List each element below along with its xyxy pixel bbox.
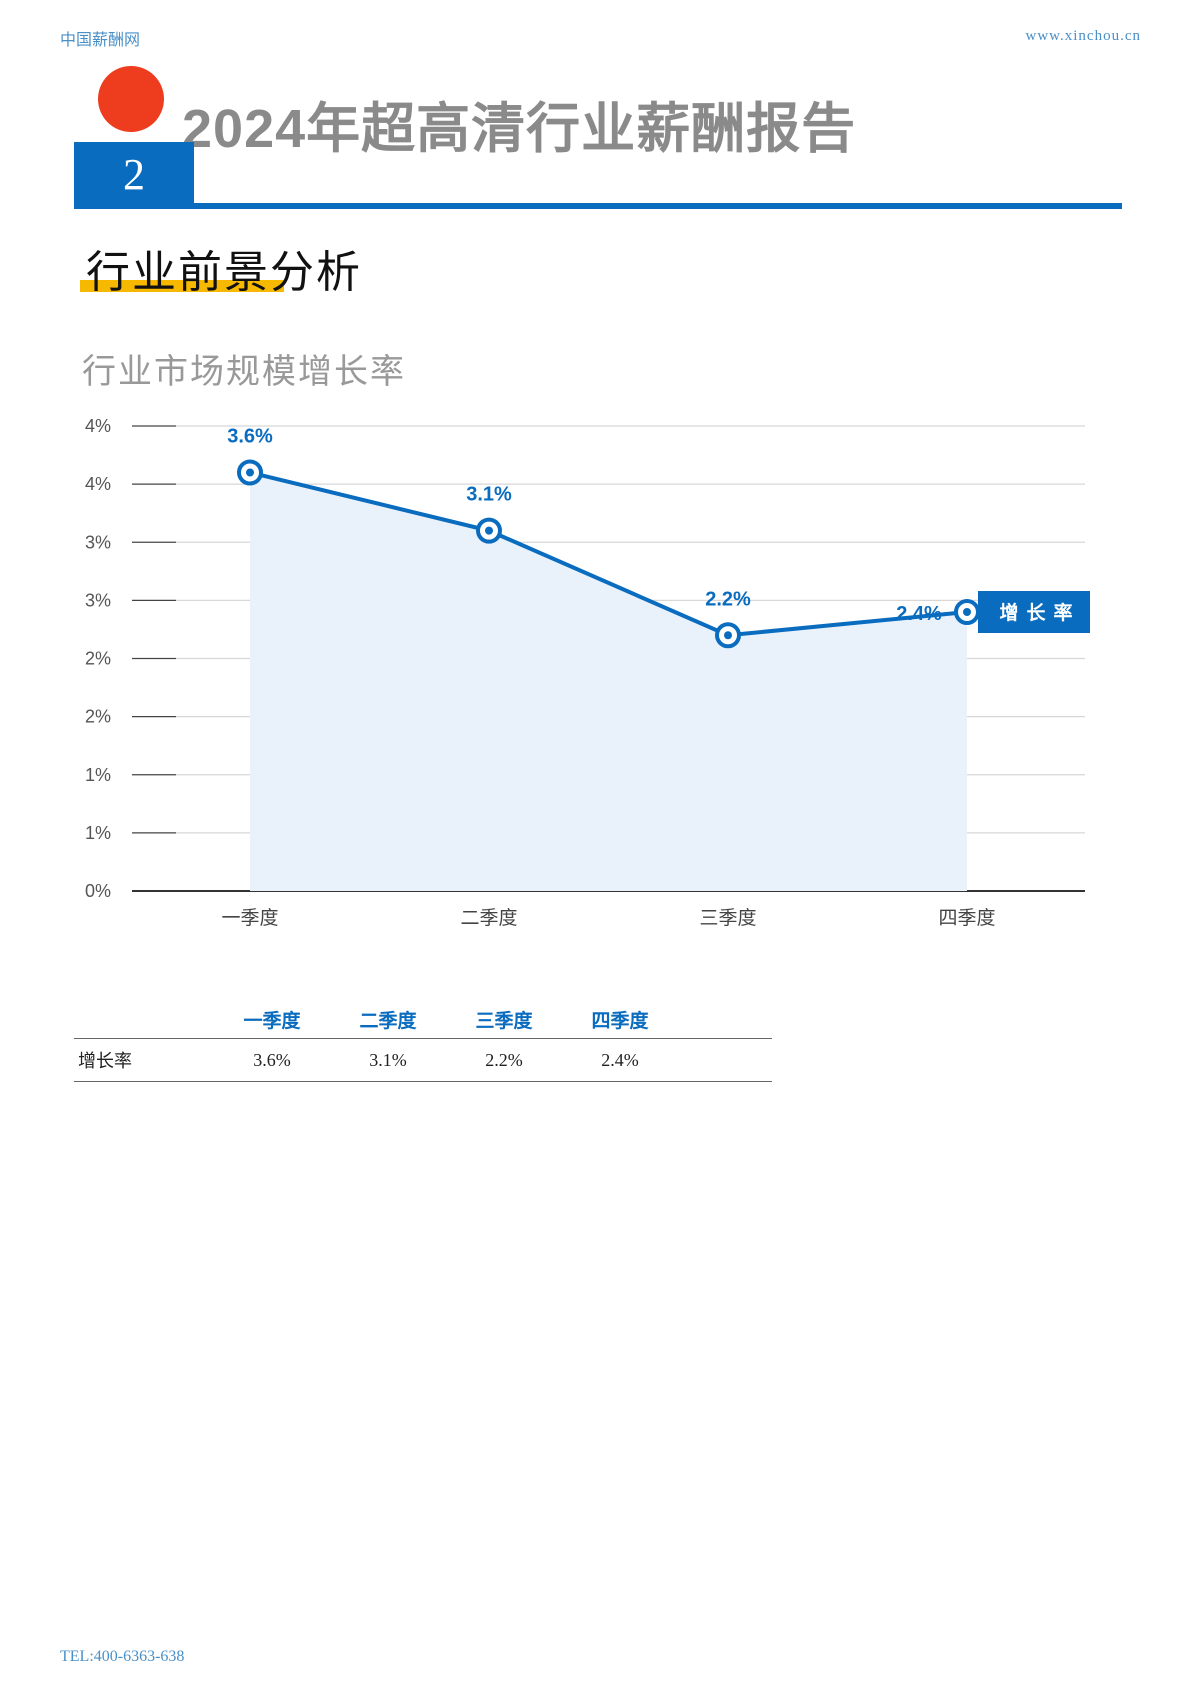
y-tick-label: 3%	[85, 532, 111, 552]
data-point-center	[963, 608, 971, 616]
table-row-label: 增长率	[74, 1038, 214, 1082]
data-table: 一季度 二季度 三季度 四季度 增长率 3.6% 3.1% 2.2% 2.4%	[74, 1000, 772, 1082]
table-header: 四季度	[562, 1000, 678, 1039]
site-url[interactable]: www.xinchou.cn	[1025, 28, 1141, 44]
data-point-center	[724, 631, 732, 640]
table-header-empty	[678, 1000, 772, 1039]
red-circle-decoration	[98, 66, 164, 132]
table-header-row: 一季度 二季度 三季度 四季度	[74, 1000, 772, 1039]
site-name: 中国薪酬网	[60, 32, 141, 49]
y-tick-label: 3%	[85, 590, 111, 610]
table-cell: 3.1%	[330, 1038, 446, 1082]
y-tick-label: 2%	[85, 707, 111, 727]
y-tick-label: 4%	[85, 474, 111, 494]
table-cell-empty	[678, 1038, 772, 1082]
table-header: 一季度	[214, 1000, 330, 1039]
data-label: 2.2%	[705, 588, 751, 610]
legend-label: 增长率	[999, 601, 1080, 624]
series-line	[249, 470, 968, 638]
line-chart: 0% 1% 1% 2% 2% 3% 3% 4% 4% 一季度 二季度 三季度 四季度 增长率 3.6% 3.1…	[85, 416, 1090, 929]
x-tick-label: 一季度	[221, 907, 278, 929]
report-title: 2024年超高清行业薪酬报告	[182, 99, 857, 159]
chapter-number: 2	[74, 142, 194, 208]
section-title-underline	[80, 280, 284, 292]
series-area-fill	[250, 472, 967, 891]
y-tick-label: 4%	[85, 416, 111, 436]
table-cell: 3.6%	[214, 1038, 330, 1082]
data-label: 3.1%	[466, 484, 512, 506]
data-label: 2.4%	[896, 603, 942, 625]
data-point-center	[246, 468, 254, 477]
legend-box	[978, 591, 1090, 633]
y-tick-label: 1%	[85, 823, 111, 843]
x-tick-label: 三季度	[699, 907, 756, 929]
table-row: 增长率 3.6% 3.1% 2.2% 2.4%	[74, 1038, 772, 1082]
table-cell: 2.4%	[562, 1038, 678, 1082]
table-cell: 2.2%	[446, 1038, 562, 1082]
chapter-rule	[74, 203, 1122, 209]
chart-title: 行业市场规模增长率	[82, 353, 406, 391]
data-label: 3.6%	[227, 426, 273, 448]
section-title: 行业前景分析	[86, 248, 362, 297]
table-header: 三季度	[446, 1000, 562, 1039]
y-tick-label: 1%	[85, 765, 111, 785]
data-point-center	[485, 526, 493, 535]
y-tick-label: 2%	[85, 649, 111, 669]
x-tick-label: 四季度	[938, 907, 995, 929]
x-tick-label: 二季度	[460, 907, 517, 929]
y-tick-label: 0%	[85, 881, 111, 901]
table-header: 二季度	[330, 1000, 446, 1039]
footer-tel: TEL:400-6363-638	[60, 1648, 185, 1665]
table-header-empty	[74, 1000, 214, 1039]
